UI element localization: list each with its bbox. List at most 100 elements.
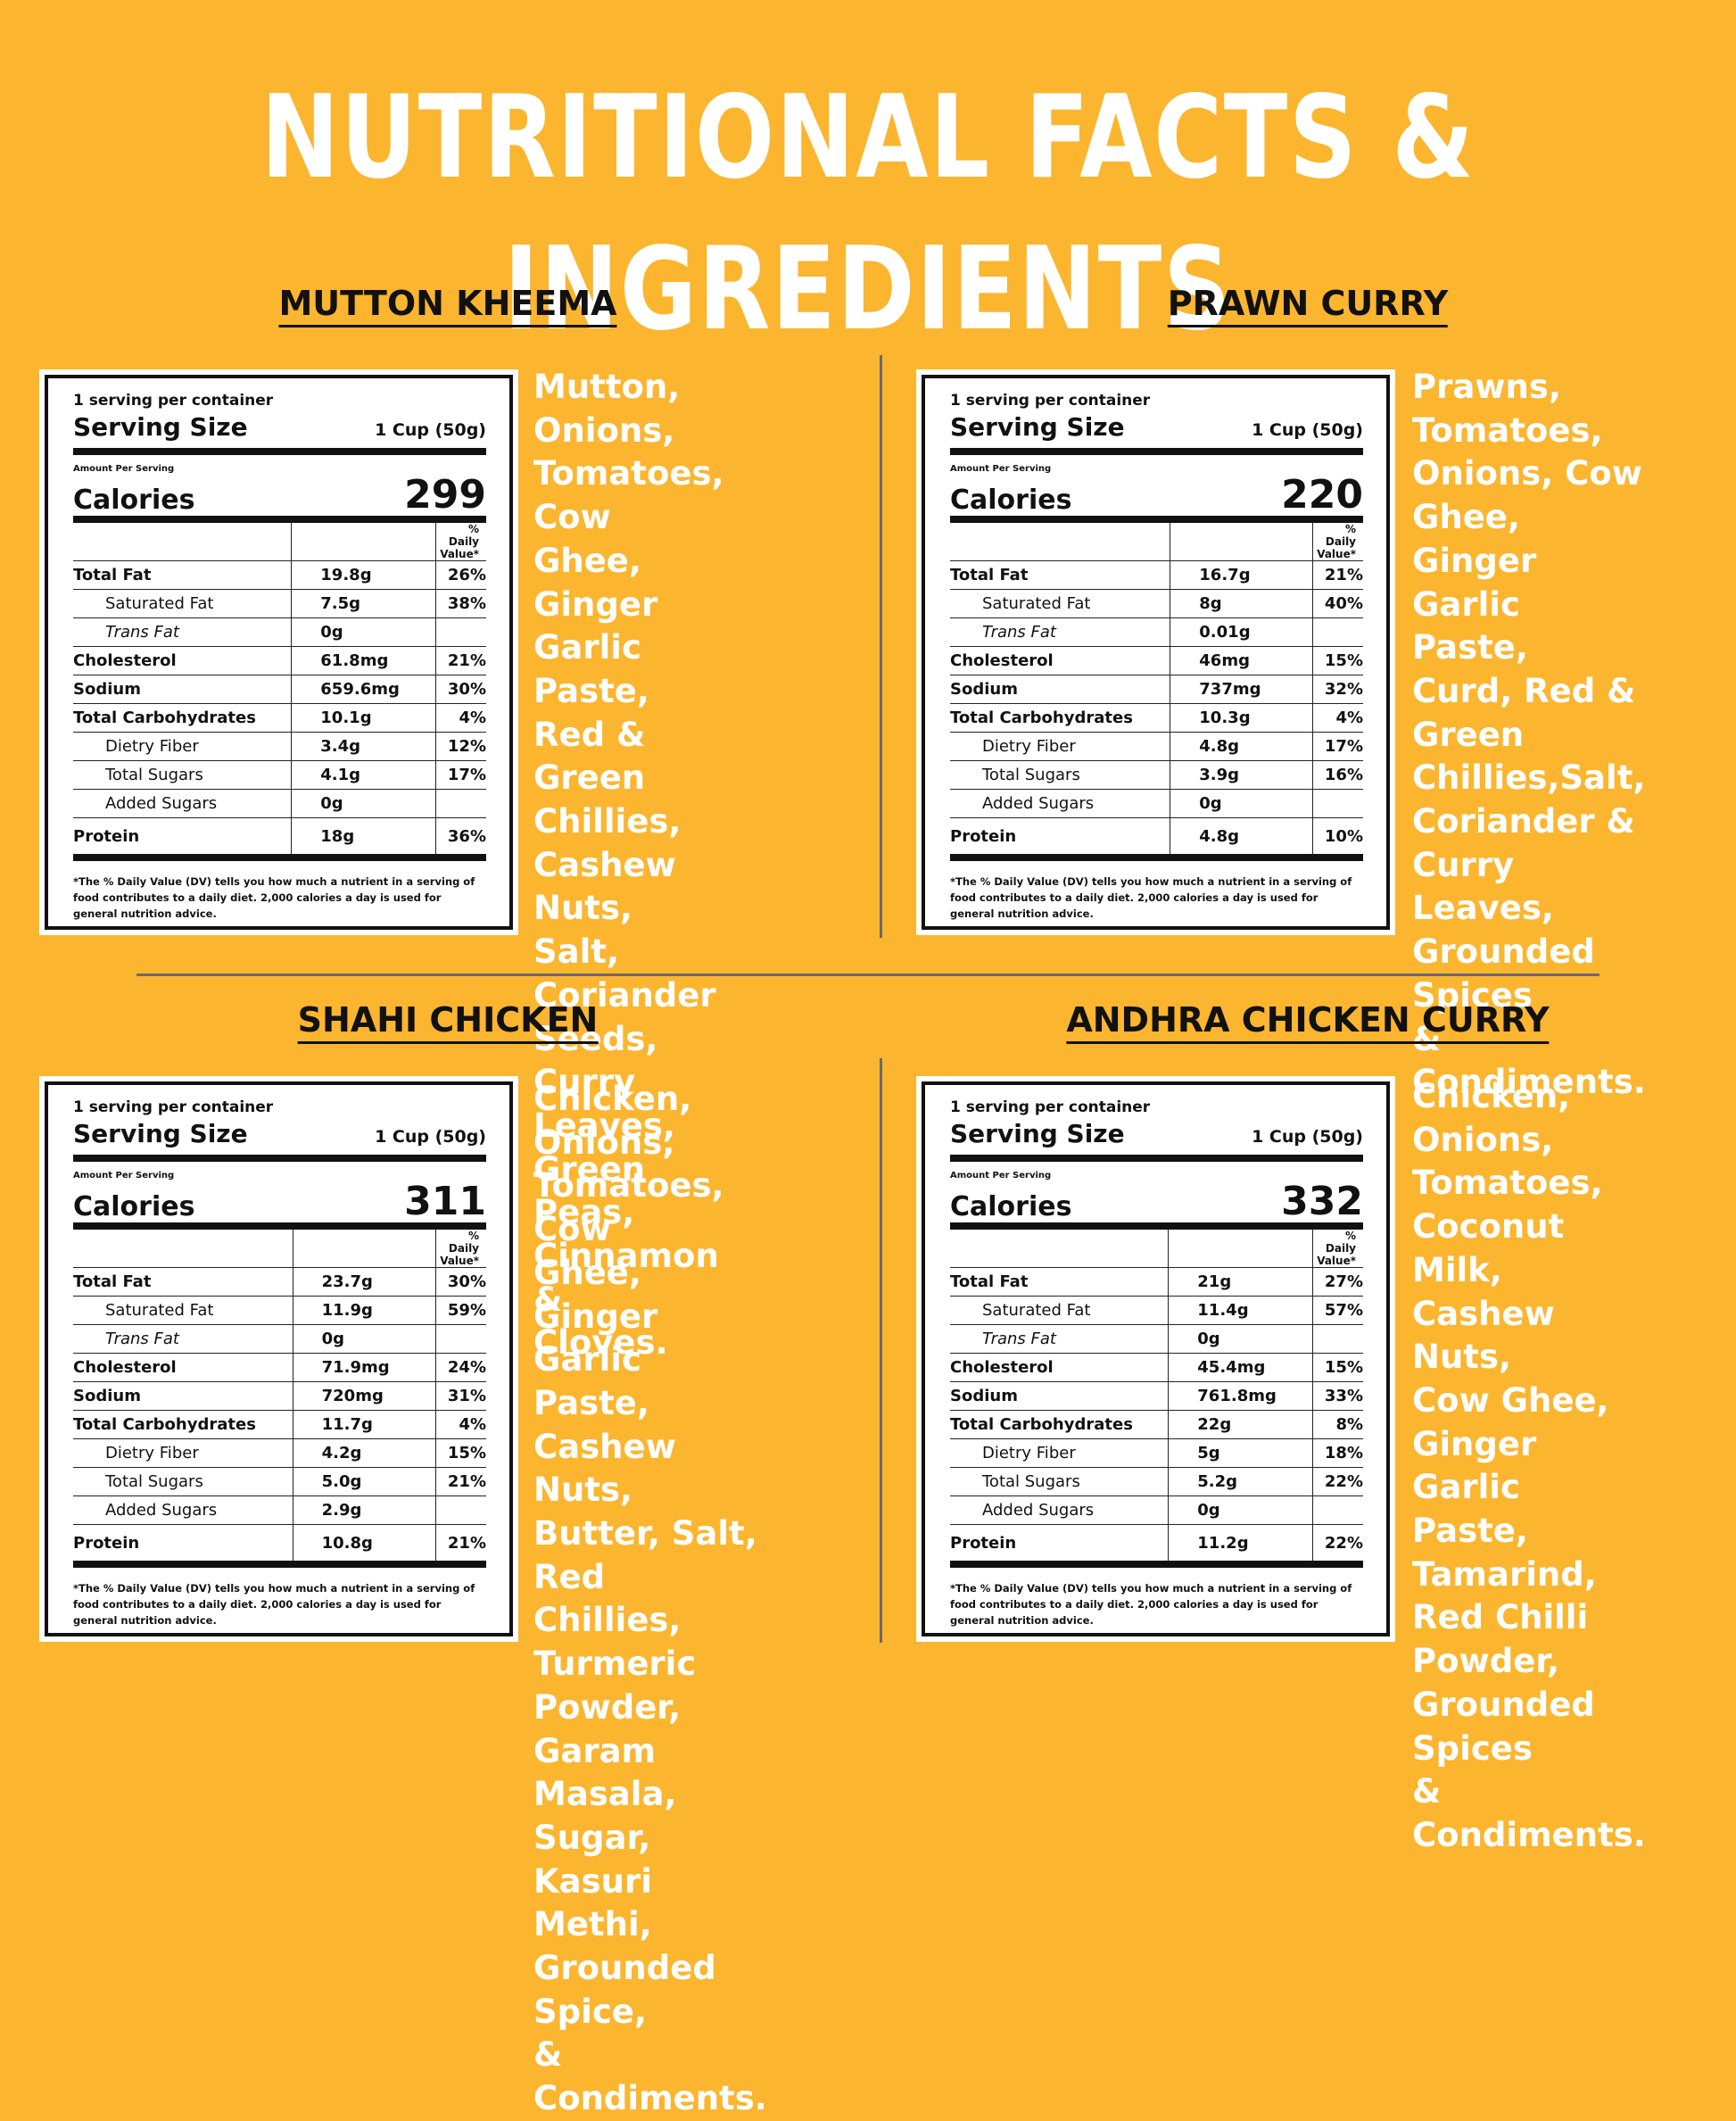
nutrient-daily-value: 26% <box>435 560 486 590</box>
nutrient-amount: 21g <box>1168 1267 1313 1297</box>
calories-label: Calories <box>950 1191 1072 1222</box>
calories-row: Calories 332 <box>950 1181 1363 1230</box>
serving-size-value: 1 Cup (50g) <box>375 1127 486 1147</box>
nutrient-daily-value: 12% <box>435 732 486 761</box>
nutrient-daily-value: 18% <box>1312 1438 1363 1468</box>
amount-per-serving: Amount Per Serving <box>950 464 1052 474</box>
calories-label: Calories <box>950 485 1072 516</box>
nutrient-name: Protein <box>73 1524 293 1568</box>
nutrient-name: Total Carbohydrates <box>950 703 1170 733</box>
nutrition-facts-label: 1 serving per container Serving Size 1 C… <box>39 369 518 935</box>
nutrient-name: Dietry Fiber <box>73 732 292 761</box>
nutrient-name: Trans Fat <box>950 1324 1169 1354</box>
nutrient-row-cholesterol: Cholesterol 61.8mg 21% <box>73 646 486 675</box>
nutrient-row-cholesterol: Cholesterol 46mg 15% <box>950 646 1363 675</box>
nutrient-daily-value: 32% <box>1312 675 1363 704</box>
nutrient-name: Added Sugars <box>73 1495 293 1525</box>
nutrient-table: % Daily Value* Total Fat 23.7g 30% Saturate… <box>73 1230 486 1568</box>
product-title: MUTTON KHEEMA <box>278 284 617 327</box>
calories-label: Calories <box>73 485 195 516</box>
nutrient-amount: 46mg <box>1170 646 1313 675</box>
nutrient-row-total-carbohydrates: Total Carbohydrates 10.3g 4% <box>950 703 1363 733</box>
daily-value-header: % Daily Value* <box>435 1230 486 1268</box>
nutrient-daily-value: 22% <box>1312 1524 1363 1568</box>
nutrient-amount: 737mg <box>1170 675 1313 704</box>
servings-per-container: 1 serving per container <box>73 1098 274 1116</box>
daily-value-header: % Daily Value* <box>1312 523 1363 561</box>
serving-size-value: 1 Cup (50g) <box>1252 420 1363 440</box>
nutrient-row-saturated-fat: Saturated Fat 11.4g 57% <box>950 1296 1363 1325</box>
nutrient-row-trans-fat: Trans Fat 0g <box>950 1324 1363 1354</box>
nutrient-name: Protein <box>73 817 292 861</box>
nutrition-facts-frame: 1 serving per container Serving Size 1 C… <box>45 1081 513 1636</box>
nutrient-row-saturated-fat: Saturated Fat 7.5g 38% <box>73 589 486 618</box>
nutrient-row-protein: Protein 18g 36% <box>73 817 486 861</box>
nutrient-name: Protein <box>950 817 1170 861</box>
nutrient-row-added-sugars: Added Sugars 2.9g <box>73 1495 486 1525</box>
serving-size-value: 1 Cup (50g) <box>1252 1127 1363 1147</box>
nutrient-daily-value: 15% <box>1312 646 1363 675</box>
nutrient-daily-value: 21% <box>435 1467 486 1496</box>
daily-value-header-row: % Daily Value* <box>950 1230 1363 1268</box>
nutrient-daily-value <box>435 1495 486 1525</box>
nutrient-daily-value: 17% <box>1312 732 1363 761</box>
nutrient-name: Total Fat <box>73 1267 293 1297</box>
nutrient-row-dietary-fiber: Dietry Fiber 5g 18% <box>950 1438 1363 1468</box>
nutrient-daily-value: 10% <box>1312 817 1363 861</box>
nutrient-amount: 45.4mg <box>1168 1353 1313 1382</box>
nutrient-row-total-carbohydrates: Total Carbohydrates 22g 8% <box>950 1410 1363 1439</box>
nutrient-name: Saturated Fat <box>73 589 292 618</box>
vertical-divider-top <box>880 355 882 938</box>
nutrient-amount: 0g <box>292 1324 436 1354</box>
nutrient-row-total-carbohydrates: Total Carbohydrates 10.1g 4% <box>73 703 486 733</box>
daily-value-header-row: % Daily Value* <box>73 523 486 561</box>
nutrient-daily-value: 33% <box>1312 1381 1363 1411</box>
daily-value-header: % Daily Value* <box>1312 1230 1363 1268</box>
nutrient-name: Total Fat <box>950 560 1170 590</box>
nutrient-amount: 11.4g <box>1168 1296 1313 1325</box>
calories-value: 332 <box>1281 1179 1363 1224</box>
nutrient-name: Trans Fat <box>950 617 1170 647</box>
nutrient-amount: 4.1g <box>291 760 436 790</box>
ingredients-text: Prawns, Tomatoes, Onions, Cow Ghee, Ging… <box>1412 368 1646 1102</box>
nutrient-row-trans-fat: Trans Fat 0g <box>73 1324 486 1354</box>
nutrient-amount: 4.2g <box>292 1438 436 1468</box>
nutrient-daily-value: 16% <box>1312 760 1363 790</box>
nutrient-daily-value: 22% <box>1312 1467 1363 1496</box>
nutrient-row-cholesterol: Cholesterol 71.9mg 24% <box>73 1353 486 1382</box>
nutrient-row-dietary-fiber: Dietry Fiber 3.4g 12% <box>73 732 486 761</box>
daily-value-footnote: *The % Daily Value (DV) tells you how mu… <box>73 875 475 920</box>
nutrient-row-cholesterol: Cholesterol 45.4mg 15% <box>950 1353 1363 1382</box>
nutrient-row-added-sugars: Added Sugars 0g <box>950 789 1363 818</box>
nutrient-row-sodium: Sodium 737mg 32% <box>950 675 1363 704</box>
nutrient-name: Dietry Fiber <box>950 1438 1169 1468</box>
nutrient-row-added-sugars: Added Sugars 0g <box>950 1495 1363 1525</box>
nutrient-row-protein: Protein 10.8g 21% <box>73 1524 486 1568</box>
calories-value: 299 <box>404 472 486 518</box>
product-title: PRAWN CURRY <box>1167 284 1449 327</box>
nutrient-row-protein: Protein 11.2g 22% <box>950 1524 1363 1568</box>
daily-value-footnote: *The % Daily Value (DV) tells you how mu… <box>73 1582 475 1627</box>
nutrient-daily-value: 15% <box>1312 1353 1363 1382</box>
calories-value: 220 <box>1281 472 1363 518</box>
nutrient-daily-value: 21% <box>1312 560 1363 590</box>
nutrient-row-total-sugars: Total Sugars 5.2g 22% <box>950 1467 1363 1496</box>
vertical-divider-bottom <box>880 1058 882 1643</box>
nutrient-name: Sodium <box>73 675 292 704</box>
nutrient-table: % Daily Value* Total Fat 16.7g 21% Saturate… <box>950 523 1363 861</box>
nutrient-name: Trans Fat <box>73 617 292 647</box>
nutrient-name: Added Sugars <box>950 1495 1169 1525</box>
nutrient-amount: 0g <box>1170 789 1313 818</box>
daily-value-footnote: *The % Daily Value (DV) tells you how mu… <box>950 1582 1352 1627</box>
nutrient-amount: 18g <box>291 817 436 861</box>
nutrient-table: % Daily Value* Total Fat 19.8g 26% Saturate… <box>73 523 486 861</box>
nutrition-facts-frame: 1 serving per container Serving Size 1 C… <box>922 375 1390 930</box>
nutrient-amount: 5.0g <box>292 1467 436 1496</box>
nutrient-daily-value: 15% <box>435 1438 486 1468</box>
nutrient-row-saturated-fat: Saturated Fat 8g 40% <box>950 589 1363 618</box>
nutrient-row-saturated-fat: Saturated Fat 11.9g 59% <box>73 1296 486 1325</box>
calories-label: Calories <box>73 1191 195 1222</box>
nutrient-daily-value: 4% <box>435 1410 486 1439</box>
nutrient-amount: 22g <box>1168 1410 1313 1439</box>
nutrient-name: Dietry Fiber <box>73 1438 293 1468</box>
